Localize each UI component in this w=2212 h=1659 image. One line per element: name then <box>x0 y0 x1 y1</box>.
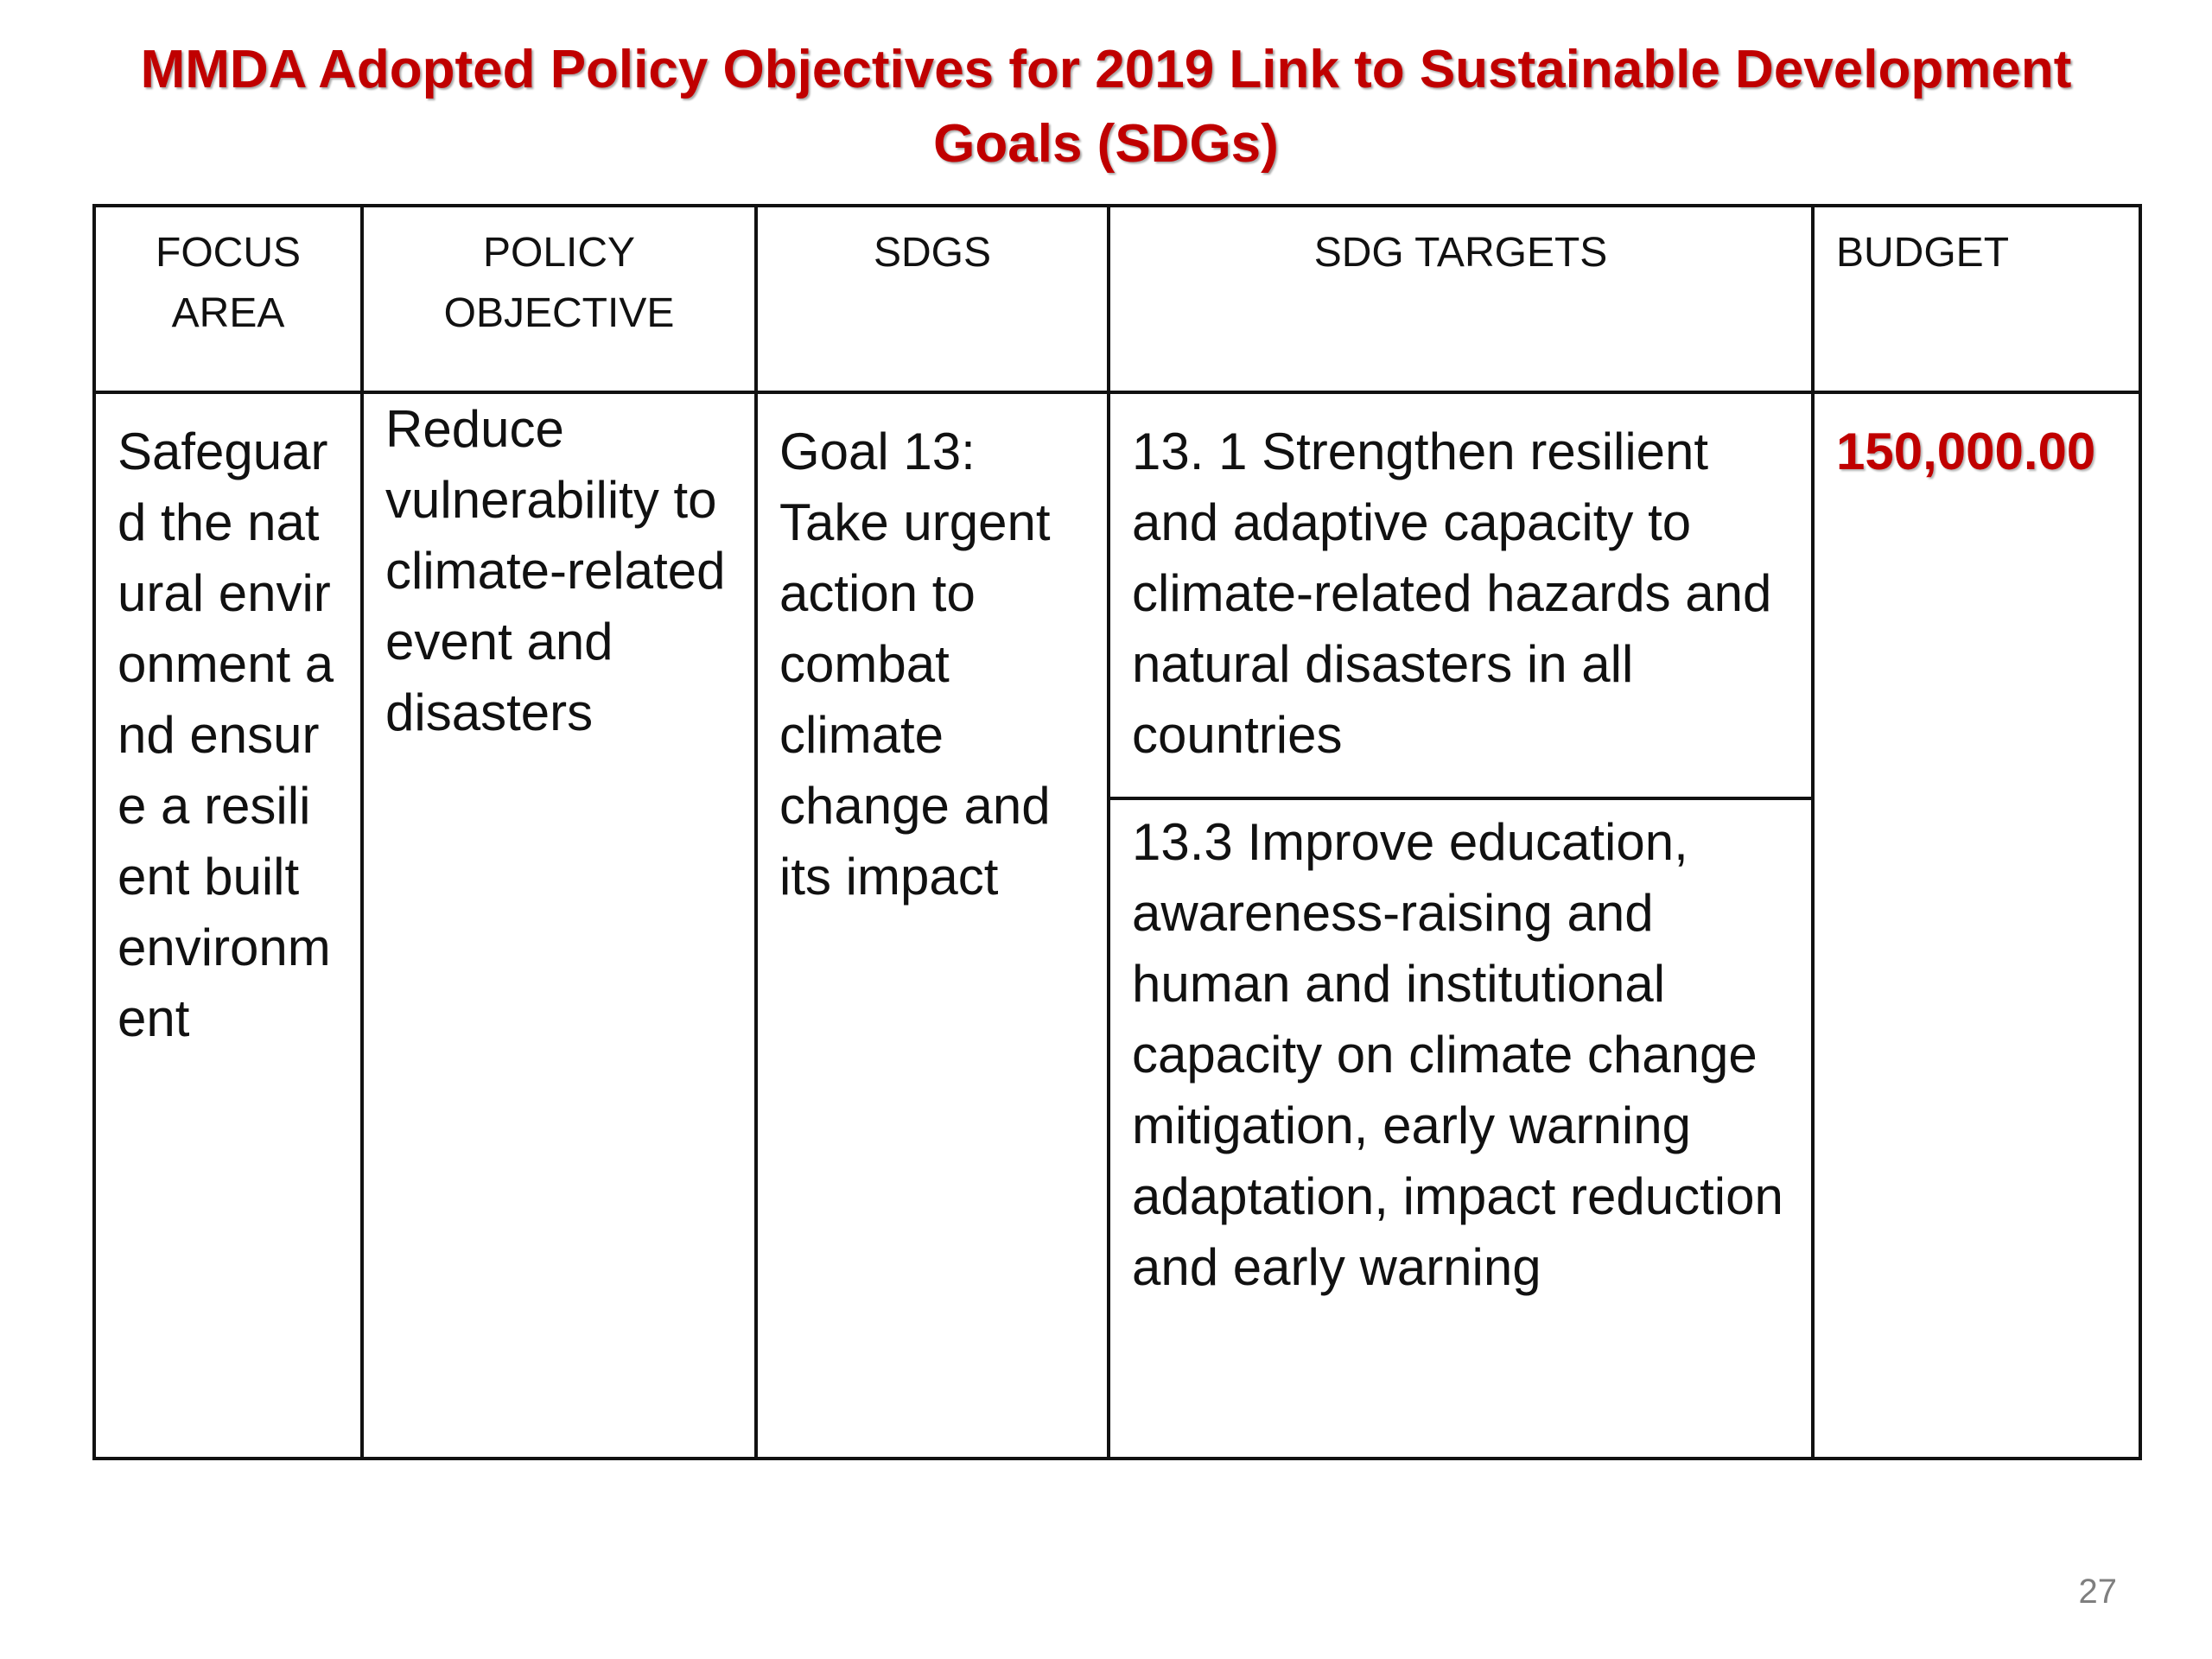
cell-policy-objective: Reduce vulnerability to climate-related … <box>360 391 758 1460</box>
slide-title: MMDA Adopted Policy Objectives for 2019 … <box>140 40 2072 174</box>
header-sdg-targets: SDG TARGETS <box>1107 204 1815 394</box>
header-sdgs: SDGS <box>754 204 1110 394</box>
cell-sdg-target-13-1: 13. 1 Strengthen resilient and adaptive … <box>1107 391 1815 800</box>
cell-focus-area: Safeguard the natural environment and en… <box>92 391 364 1460</box>
table-row: 13.3 Improve education, awareness-raisin… <box>94 797 2140 1460</box>
table-row: Safeguard the natural environment and en… <box>92 391 2142 1460</box>
header-policy-objective: POLICY OBJECTIVE <box>360 204 758 394</box>
header-budget: BUDGET <box>1811 204 2142 394</box>
table-header-row: FOCUS AREA POLICY OBJECTIVE SDGS SDG TAR… <box>92 204 2142 394</box>
page-number: 27 <box>2078 1573 2118 1611</box>
cell-sdgs: Goal 13: Take urgent action to combat cl… <box>754 391 1110 1460</box>
cell-sdg-target-13-3: 13.3 Improve education, awareness-raisin… <box>1107 797 1815 1460</box>
cell-budget: 150,000.00 <box>1811 391 2142 1460</box>
budget-value: 150,000.00 <box>1836 423 2096 480</box>
header-focus-area: FOCUS AREA <box>92 204 364 394</box>
policy-table: FOCUS AREA POLICY OBJECTIVE SDGS SDG TAR… <box>92 204 2142 1460</box>
